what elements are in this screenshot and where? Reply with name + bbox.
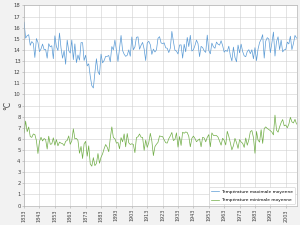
Température minimale moyenne <box>273 114 277 116</box>
Température maximale moyenne <box>279 39 283 42</box>
Température minimale moyenne <box>67 135 70 137</box>
Température maximale moyenne <box>119 34 123 37</box>
Température minimale moyenne <box>119 136 123 139</box>
Line: Température maximale moyenne: Température maximale moyenne <box>24 22 296 88</box>
Température minimale moyenne <box>22 132 26 134</box>
Température minimale moyenne <box>158 135 161 137</box>
Température minimale moyenne <box>281 118 284 121</box>
Température maximale moyenne <box>92 87 95 89</box>
Température minimale moyenne <box>244 137 247 139</box>
Température maximale moyenne <box>158 35 161 38</box>
Température maximale moyenne <box>22 21 26 23</box>
Line: Température minimale moyenne: Température minimale moyenne <box>24 115 296 166</box>
Température maximale moyenne <box>244 55 247 58</box>
Y-axis label: °C: °C <box>4 101 13 110</box>
Température maximale moyenne <box>295 37 298 39</box>
Température minimale moyenne <box>295 123 298 125</box>
Température maximale moyenne <box>208 52 212 55</box>
Legend: Température maximale moyenne, Température minimale moyenne: Température maximale moyenne, Températur… <box>209 187 295 204</box>
Température maximale moyenne <box>67 49 70 52</box>
Température minimale moyenne <box>208 145 212 148</box>
Température minimale moyenne <box>90 165 94 168</box>
